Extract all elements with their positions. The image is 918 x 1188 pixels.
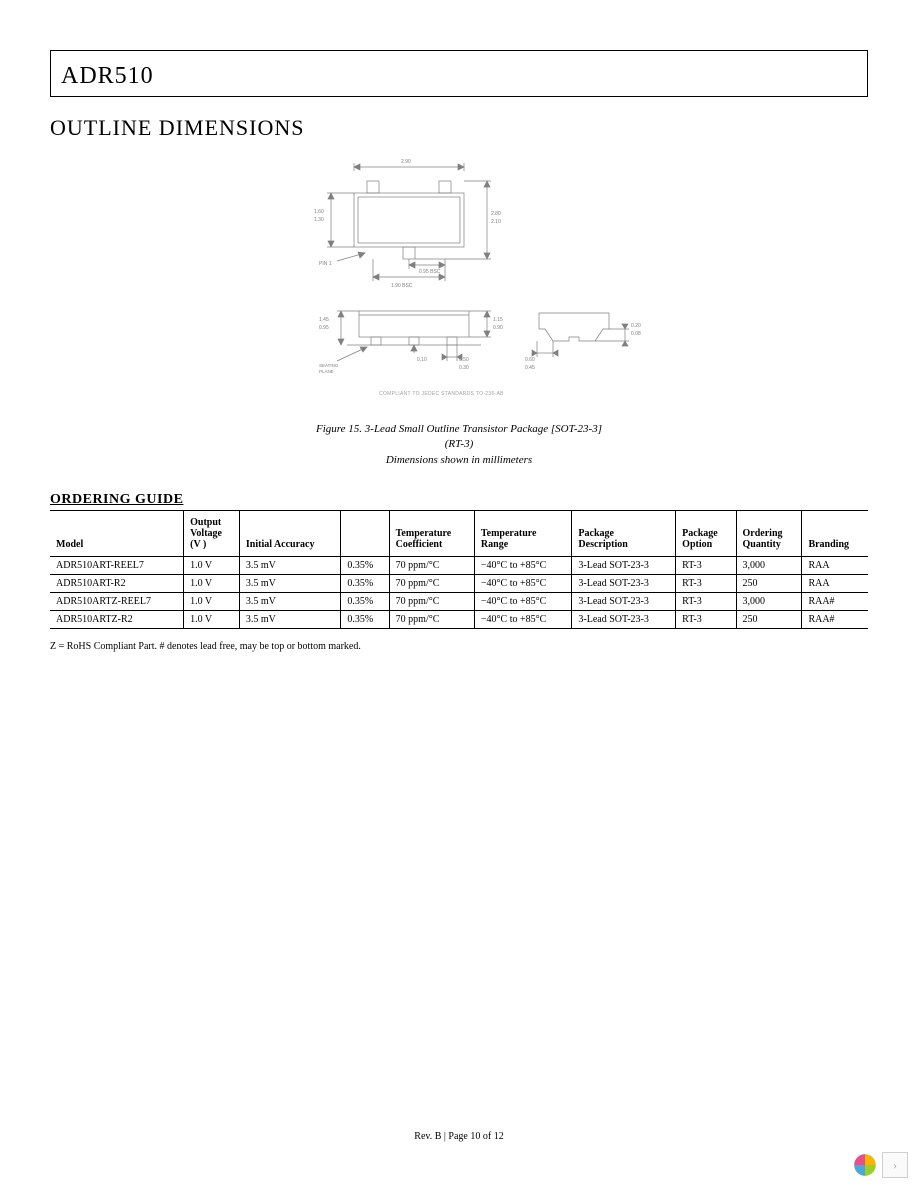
table-cell: 250 (736, 611, 802, 629)
dim-overall-h-max: 2.80 (491, 211, 501, 217)
table-cell: RAA (802, 557, 868, 575)
table-row: ADR510ARTZ-R21.0 V3.5 mV0.35%70 ppm/°C−4… (50, 611, 868, 629)
table-cell: 0.35% (341, 611, 389, 629)
table-cell: 1.0 V (184, 575, 240, 593)
figure-caption: Figure 15. 3-Lead Small Outline Transist… (50, 422, 868, 468)
dim-foot-max: 0.60 (525, 357, 535, 363)
table-cell: 1.0 V (184, 593, 240, 611)
col-pkg-option: Package Option (676, 511, 736, 557)
outline-dimensions-heading: OUTLINE DIMENSIONS (50, 115, 868, 141)
table-cell: RAA (802, 575, 868, 593)
caption-line2: (RT-3) (50, 437, 868, 452)
table-cell: 3.5 mV (239, 557, 340, 575)
sot23-diagram-svg: 2.90 1.60 1.30 2.80 2.10 PIN 1 0.95 BSC … (259, 151, 659, 411)
caption-line3: Dimensions shown in millimeters (50, 453, 868, 468)
col-accuracy-pct (341, 511, 389, 557)
seating-plane-label-2: PLANE (319, 369, 334, 374)
table-cell: ADR510ART-REEL7 (50, 557, 184, 575)
ordering-footnote: Z = RoHS Compliant Part. # denotes lead … (50, 641, 868, 652)
table-cell: −40°C to +85°C (474, 593, 572, 611)
table-cell: 250 (736, 575, 802, 593)
table-cell: 0.35% (341, 593, 389, 611)
compliance-note: COMPLIANT TO JEDEC STANDARDS TO-236-AB (379, 391, 504, 397)
col-output-voltage: Output Voltage (V ) (184, 511, 240, 557)
dim-thickness: 0.10 (417, 357, 427, 363)
pager: › (852, 1152, 908, 1178)
table-cell: 3-Lead SOT-23-3 (572, 575, 676, 593)
dim-leadw-max: 0.50 (459, 357, 469, 363)
dim-standoff-max: 1.15 (493, 317, 503, 323)
table-cell: −40°C to +85°C (474, 575, 572, 593)
dim-side-h-max: 1.45 (319, 317, 329, 323)
caption-line1: Figure 15. 3-Lead Small Outline Transist… (50, 422, 868, 437)
table-cell: 3.5 mV (239, 575, 340, 593)
dim-leadw-min: 0.30 (459, 365, 469, 371)
table-cell: RT-3 (676, 557, 736, 575)
table-cell: 70 ppm/°C (389, 611, 474, 629)
table-cell: 70 ppm/°C (389, 593, 474, 611)
table-cell: 3.5 mV (239, 611, 340, 629)
table-cell: RT-3 (676, 575, 736, 593)
table-cell: 3-Lead SOT-23-3 (572, 557, 676, 575)
table-cell: 1.0 V (184, 557, 240, 575)
table-cell: ADR510ARTZ-R2 (50, 611, 184, 629)
table-cell: 70 ppm/°C (389, 557, 474, 575)
part-number-title: ADR510 (61, 63, 154, 89)
dim-half-pitch: 0.95 BSC (419, 269, 441, 275)
dim-foot-min: 0.45 (525, 365, 535, 371)
table-row: ADR510ARTZ-REEL71.0 V3.5 mV0.35%70 ppm/°… (50, 593, 868, 611)
col-qty: Ordering Quantity (736, 511, 802, 557)
table-row: ADR510ART-REEL71.0 V3.5 mV0.35%70 ppm/°C… (50, 557, 868, 575)
table-cell: ADR510ART-R2 (50, 575, 184, 593)
table-cell: RT-3 (676, 611, 736, 629)
table-cell: 3,000 (736, 593, 802, 611)
seating-plane-label-1: SEATING (319, 363, 339, 368)
pin1-label: PIN 1 (319, 261, 332, 267)
title-box: ADR510 (50, 50, 868, 97)
ordering-guide-table: Model Output Voltage (V ) Initial Accura… (50, 510, 868, 629)
table-cell: RAA# (802, 611, 868, 629)
col-tempco: Temperature Coefficient (389, 511, 474, 557)
table-cell: 70 ppm/°C (389, 575, 474, 593)
dim-body-h-max: 1.60 (314, 209, 324, 215)
table-cell: −40°C to +85°C (474, 611, 572, 629)
table-cell: 1.0 V (184, 611, 240, 629)
table-cell: 0.35% (341, 575, 389, 593)
ordering-guide-heading: ORDERING GUIDE (50, 492, 868, 508)
table-cell: 3-Lead SOT-23-3 (572, 611, 676, 629)
dim-standoff-min: 0.90 (493, 325, 503, 331)
page-footer: Rev. B | Page 10 of 12 (0, 1131, 918, 1142)
table-cell: RT-3 (676, 593, 736, 611)
col-model: Model (50, 511, 184, 557)
table-row: ADR510ART-R21.0 V3.5 mV0.35%70 ppm/°C−40… (50, 575, 868, 593)
dim-body-h-min: 1.30 (314, 217, 324, 223)
dim-end-standoff-min: 0.08 (631, 331, 641, 337)
table-cell: 3,000 (736, 557, 802, 575)
table-cell: 3-Lead SOT-23-3 (572, 593, 676, 611)
table-header-row: Model Output Voltage (V ) Initial Accura… (50, 511, 868, 557)
dim-overall-width: 2.90 (401, 159, 411, 165)
chevron-right-icon: › (893, 1158, 897, 1173)
col-branding: Branding (802, 511, 868, 557)
dim-end-standoff-max: 0.20 (631, 323, 641, 329)
col-accuracy-mv: Initial Accuracy (239, 511, 340, 557)
next-page-button[interactable]: › (882, 1152, 908, 1178)
package-diagram: 2.90 1.60 1.30 2.80 2.10 PIN 1 0.95 BSC … (50, 151, 868, 468)
dim-side-h-min: 0.95 (319, 325, 329, 331)
dim-overall-h-min: 2.10 (491, 219, 501, 225)
col-temp-range: Temperature Range (474, 511, 572, 557)
table-cell: 0.35% (341, 557, 389, 575)
table-cell: RAA# (802, 593, 868, 611)
pager-logo-icon (852, 1152, 878, 1178)
table-cell: 3.5 mV (239, 593, 340, 611)
col-pkg-desc: Package Description (572, 511, 676, 557)
table-cell: −40°C to +85°C (474, 557, 572, 575)
table-cell: ADR510ARTZ-REEL7 (50, 593, 184, 611)
dim-pitch: 1.90 BSC (391, 283, 413, 289)
